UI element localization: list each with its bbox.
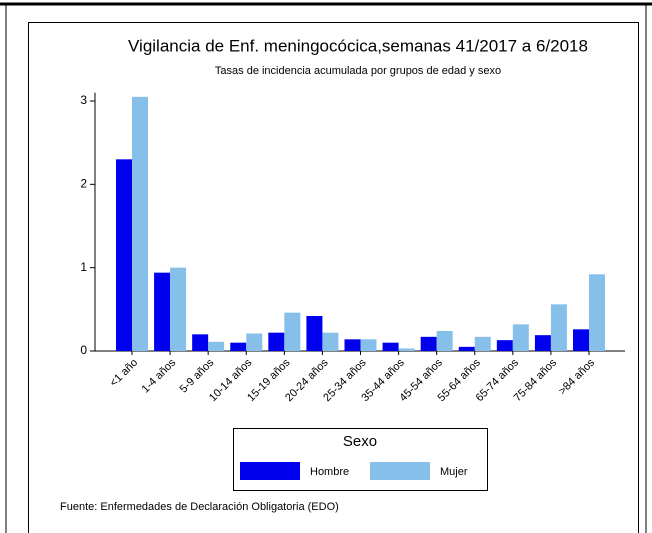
y-tick-label: 1: [80, 260, 87, 274]
bar: [208, 341, 225, 351]
legend-label: Mujer: [440, 466, 468, 478]
bar: [246, 333, 263, 351]
bar: [496, 340, 513, 351]
bar: [589, 274, 605, 351]
bar: [322, 332, 339, 351]
bar: [420, 336, 437, 351]
legend-label: Hombre: [310, 466, 349, 478]
y-tick-label: 0: [80, 343, 87, 357]
y-tick-label: 2: [80, 177, 87, 191]
x-tick-label: 1-4 años: [140, 356, 179, 395]
note: Fuente: Enfermedades de Declaración Obli…: [60, 501, 339, 513]
legend-swatch: [240, 462, 300, 480]
bar: [534, 335, 551, 351]
bar: [116, 159, 132, 351]
bar: [268, 332, 285, 351]
bar: [458, 346, 475, 351]
chart-subtitle: Tasas de incidencia acumulada por grupos…: [215, 65, 501, 77]
bar: [132, 96, 148, 351]
bar: [398, 348, 415, 351]
bar: [154, 272, 171, 351]
bar: [170, 267, 187, 351]
legend-box: [233, 428, 488, 491]
bar: [512, 324, 529, 351]
legend-swatch: [370, 462, 430, 480]
chart-title: Vigilancia de Enf. meningocócica,semanas…: [128, 36, 588, 55]
bar: [192, 334, 209, 351]
bar: [360, 339, 377, 351]
bar: [573, 329, 589, 351]
y-tick-label: 3: [80, 93, 87, 107]
bar: [230, 342, 247, 351]
bar: [306, 316, 323, 351]
legend-title: Sexo: [343, 433, 377, 450]
plot-frame: [28, 22, 639, 533]
bar: [382, 342, 399, 351]
bar: [344, 339, 361, 351]
bar: [474, 336, 491, 351]
x-tick-label: 5-9 años: [178, 356, 217, 395]
x-tick-label: >84 años: [556, 356, 597, 397]
bar: [284, 312, 301, 351]
bar: [550, 304, 567, 351]
bar: [436, 331, 453, 351]
x-tick-label: <1 año: [108, 357, 140, 389]
